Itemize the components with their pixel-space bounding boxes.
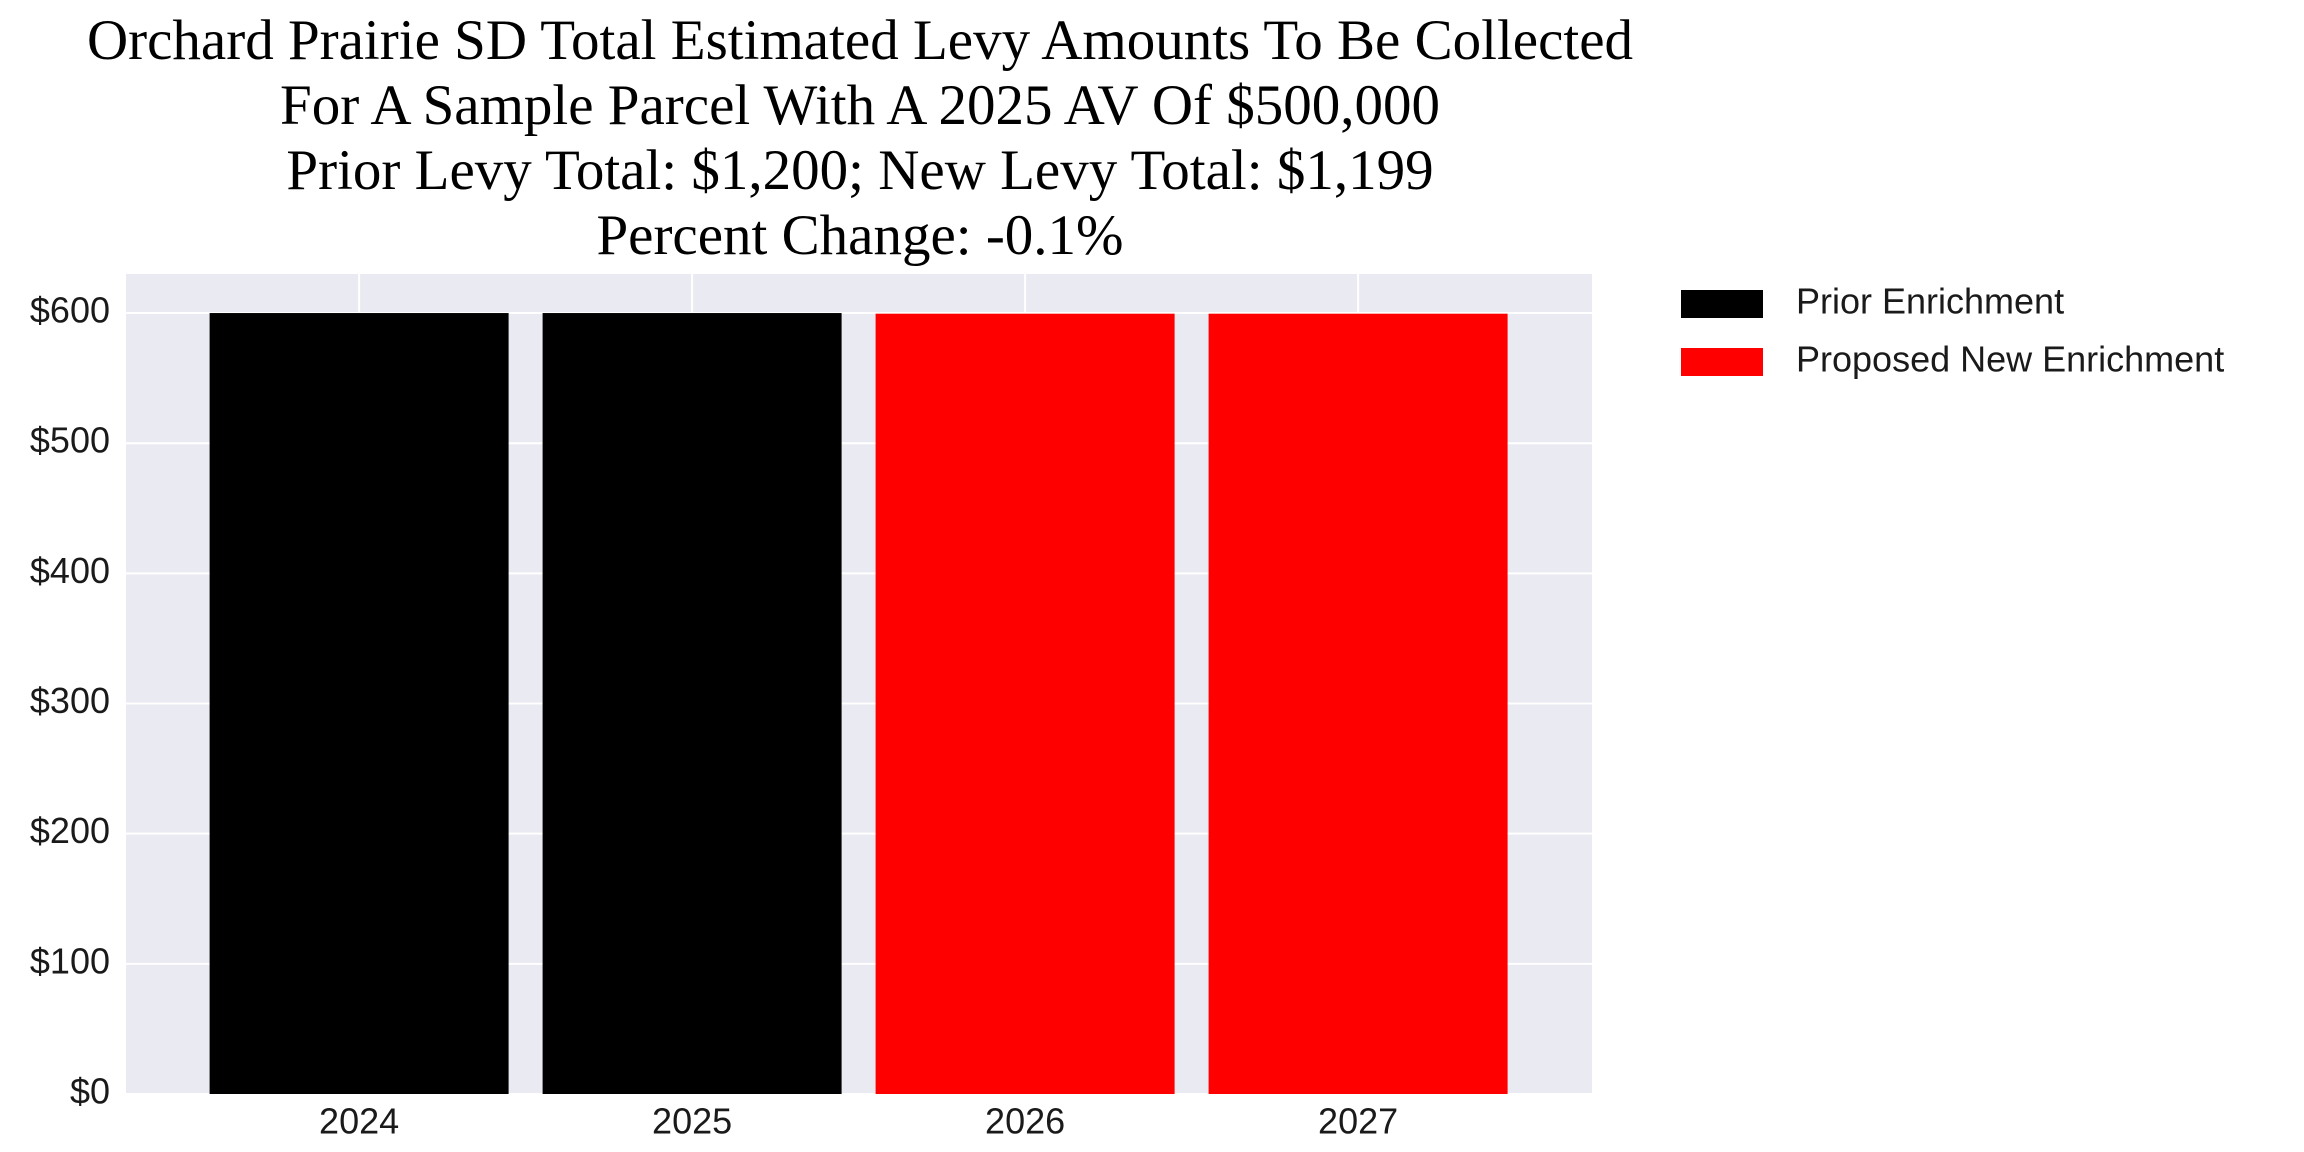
x-tick-label: 2026 (985, 1101, 1065, 1142)
x-tick-label: 2024 (319, 1101, 399, 1142)
y-tick-label: $300 (30, 680, 110, 721)
legend-swatch (1681, 348, 1763, 376)
y-tick-label: $600 (30, 290, 110, 331)
y-tick-label: $100 (30, 940, 110, 981)
x-tick-label: 2027 (1318, 1101, 1398, 1142)
bar (875, 313, 1175, 1094)
chart-title: Orchard Prairie SD Total Estimated Levy … (87, 9, 1633, 72)
y-tick-label: $200 (30, 810, 110, 851)
bar (209, 313, 509, 1094)
chart-title: For A Sample Parcel With A 2025 AV Of $5… (280, 74, 1440, 137)
y-tick-label: $500 (30, 420, 110, 461)
bar (1208, 313, 1508, 1094)
legend-label: Prior Enrichment (1796, 281, 2064, 322)
chart-title: Percent Change: -0.1% (596, 204, 1123, 267)
x-tick-label: 2025 (652, 1101, 732, 1142)
chart-title: Prior Levy Total: $1,200; New Levy Total… (286, 139, 1433, 202)
y-tick-label: $0 (70, 1071, 110, 1112)
y-tick-label: $400 (30, 550, 110, 591)
legend-swatch (1681, 290, 1763, 318)
legend-label: Proposed New Enrichment (1796, 339, 2224, 380)
bar (542, 313, 842, 1094)
